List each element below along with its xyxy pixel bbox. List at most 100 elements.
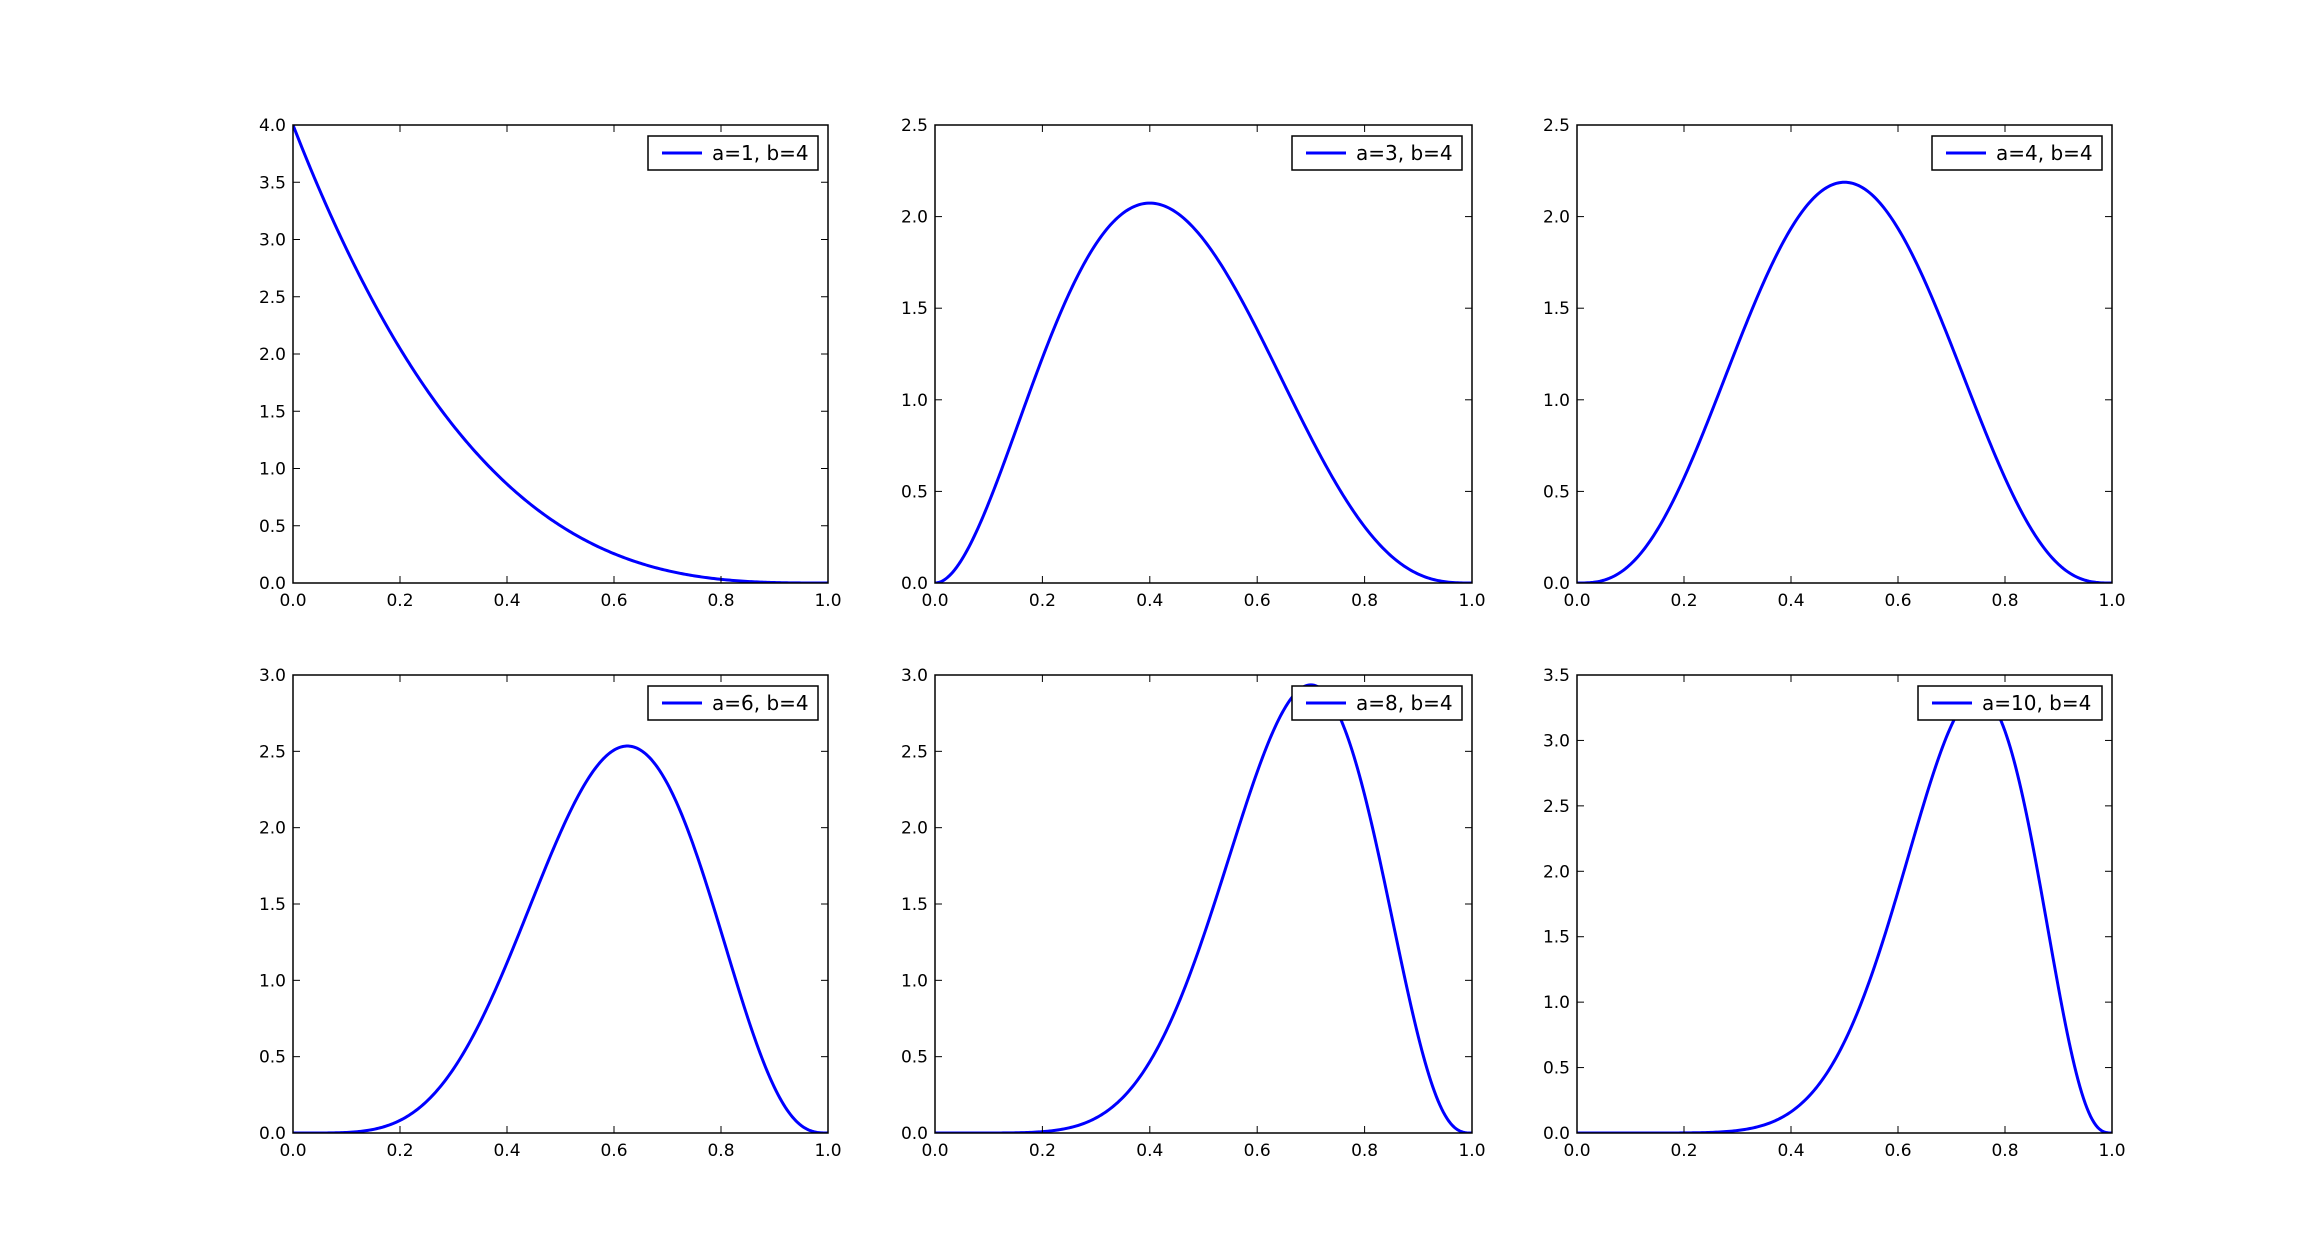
x-tick-label: 0.6 — [1244, 591, 1271, 611]
axes-frame — [292, 674, 829, 1134]
y-tick-label: 0.0 — [259, 574, 286, 594]
legend-box — [1291, 685, 1463, 721]
series-line-1 — [1577, 692, 2112, 1133]
x-tick-label: 0.0 — [279, 1141, 306, 1161]
axes-frame — [1576, 124, 2113, 584]
x-tick-label: 0.2 — [1670, 1141, 1697, 1161]
y-tick-label: 4.0 — [259, 116, 286, 136]
legend-label: a=6, b=4 — [712, 691, 809, 715]
x-tick-label: 0.0 — [921, 591, 948, 611]
y-tick-label: 0.0 — [901, 1124, 928, 1144]
x-tick-label: 0.2 — [1670, 591, 1697, 611]
subplot-3: 0.0 0.2 0.4 0.6 0.8 1.0 0.0 0.5 1.0 1.5 2.0 2.5 a=4,… — [1543, 116, 2126, 611]
y-tick-label: 0.0 — [1543, 574, 1570, 594]
axes-frame — [1576, 674, 2113, 1134]
y-tick-label: 0.0 — [901, 574, 928, 594]
x-tick-label: 0.2 — [386, 1141, 413, 1161]
y-tick-label: 0.5 — [901, 482, 928, 502]
y-tick-label: 2.0 — [1543, 208, 1570, 228]
y-tick-label: 2.0 — [259, 819, 286, 839]
legend-label: a=4, b=4 — [1996, 141, 2093, 165]
y-tick-label: 2.5 — [901, 116, 928, 136]
x-tick-label: 0.0 — [279, 591, 306, 611]
legend: a=4, b=4 — [1931, 135, 2103, 171]
series-line-1 — [935, 683, 1472, 1133]
x-tick-label: 0.0 — [921, 1141, 948, 1161]
series-line-1 — [935, 201, 1472, 583]
x-tick-label: 1.0 — [814, 591, 841, 611]
legend: a=1, b=4 — [647, 135, 819, 171]
subplot-2: 0.0 0.2 0.4 0.6 0.8 1.0 0.0 0.5 1.0 1.5 2.0 2.5 a=3,… — [901, 116, 1486, 611]
x-tick-label: 0.8 — [1351, 591, 1378, 611]
legend: a=3, b=4 — [1291, 135, 1463, 171]
x-tick-label: 0.6 — [1884, 1141, 1911, 1161]
x-tick-label: 0.4 — [493, 1141, 520, 1161]
y-tick-label: 2.0 — [901, 208, 928, 228]
y-tick-label: 1.0 — [1543, 993, 1570, 1013]
y-tick-label: 2.5 — [1543, 116, 1570, 136]
x-tick-label: 0.4 — [1777, 1141, 1804, 1161]
y-tick-label: 1.0 — [1543, 391, 1570, 411]
x-tick-label: 1.0 — [814, 1141, 841, 1161]
y-tick-label: 1.5 — [259, 895, 286, 915]
y-tick-label: 1.0 — [901, 971, 928, 991]
legend: a=6, b=4 — [647, 685, 819, 721]
x-tick-label: 1.0 — [1458, 1141, 1485, 1161]
y-tick-label: 0.5 — [1543, 482, 1570, 502]
y-tick-label: 3.0 — [1543, 731, 1570, 751]
x-tick-label: 0.8 — [707, 1141, 734, 1161]
legend-label: a=3, b=4 — [1356, 141, 1453, 165]
x-tick-label: 0.8 — [1991, 1141, 2018, 1161]
y-tick-label: 1.0 — [901, 391, 928, 411]
x-tick-label: 0.8 — [1351, 1141, 1378, 1161]
y-tick-label: 0.0 — [259, 1124, 286, 1144]
y-tick-label: 1.5 — [901, 299, 928, 319]
x-tick-label: 0.6 — [600, 591, 627, 611]
y-tick-label: 1.0 — [259, 971, 286, 991]
x-tick-label: 1.0 — [1458, 591, 1485, 611]
x-tick-label: 0.6 — [1244, 1141, 1271, 1161]
y-tick-label: 3.0 — [259, 231, 286, 251]
x-tick-label: 0.4 — [1777, 591, 1804, 611]
series-line-1 — [293, 125, 828, 583]
axes-frame — [934, 124, 1473, 584]
subplot-1: 0.0 0.2 0.4 0.6 0.8 1.0 0.0 0.5 1.0 1.5 2.0 2.5 3.0 3… — [259, 116, 842, 611]
y-tick-label: 0.5 — [1543, 1059, 1570, 1079]
legend-label: a=10, b=4 — [1982, 691, 2091, 715]
y-tick-label: 3.0 — [901, 666, 928, 686]
legend: a=10, b=4 — [1917, 685, 2103, 721]
y-tick-label: 0.5 — [259, 1048, 286, 1068]
x-tick-label: 1.0 — [2098, 591, 2125, 611]
legend-label: a=1, b=4 — [712, 141, 809, 165]
x-tick-label: 0.8 — [707, 591, 734, 611]
x-tick-label: 0.4 — [1136, 591, 1163, 611]
y-tick-label: 2.0 — [259, 345, 286, 365]
y-tick-label: 2.5 — [259, 742, 286, 762]
x-tick-label: 1.0 — [2098, 1141, 2125, 1161]
y-tick-label: 2.5 — [901, 742, 928, 762]
y-tick-label: 0.5 — [901, 1048, 928, 1068]
x-tick-label: 0.0 — [1563, 591, 1590, 611]
y-tick-label: 0.5 — [259, 517, 286, 537]
y-tick-label: 0.0 — [1543, 1124, 1570, 1144]
series-line-1 — [293, 744, 828, 1133]
subplot-5: 0.0 0.2 0.4 0.6 0.8 1.0 0.0 0.5 1.0 1.5 2.0 2.5 3.0 a… — [901, 666, 1486, 1161]
y-tick-label: 2.5 — [1543, 797, 1570, 817]
x-tick-label: 0.2 — [386, 591, 413, 611]
legend: a=8, b=4 — [1291, 685, 1463, 721]
y-tick-label: 2.0 — [901, 819, 928, 839]
x-tick-label: 0.2 — [1029, 1141, 1056, 1161]
y-tick-label: 1.0 — [259, 460, 286, 480]
y-tick-label: 3.5 — [259, 173, 286, 193]
x-tick-label: 0.6 — [1884, 591, 1911, 611]
axes-frame — [292, 124, 829, 584]
y-tick-label: 2.0 — [1543, 862, 1570, 882]
y-tick-label: 1.5 — [1543, 299, 1570, 319]
series-line-1 — [1577, 180, 2112, 583]
legend-label: a=8, b=4 — [1356, 691, 1453, 715]
axes-frame — [934, 674, 1473, 1134]
y-tick-label: 1.5 — [259, 402, 286, 422]
subplot-6: 0.0 0.2 0.4 0.6 0.8 1.0 0.0 0.5 1.0 1.5 2.0 2.5 3.0 3… — [1543, 666, 2126, 1161]
y-tick-label: 2.5 — [259, 288, 286, 308]
